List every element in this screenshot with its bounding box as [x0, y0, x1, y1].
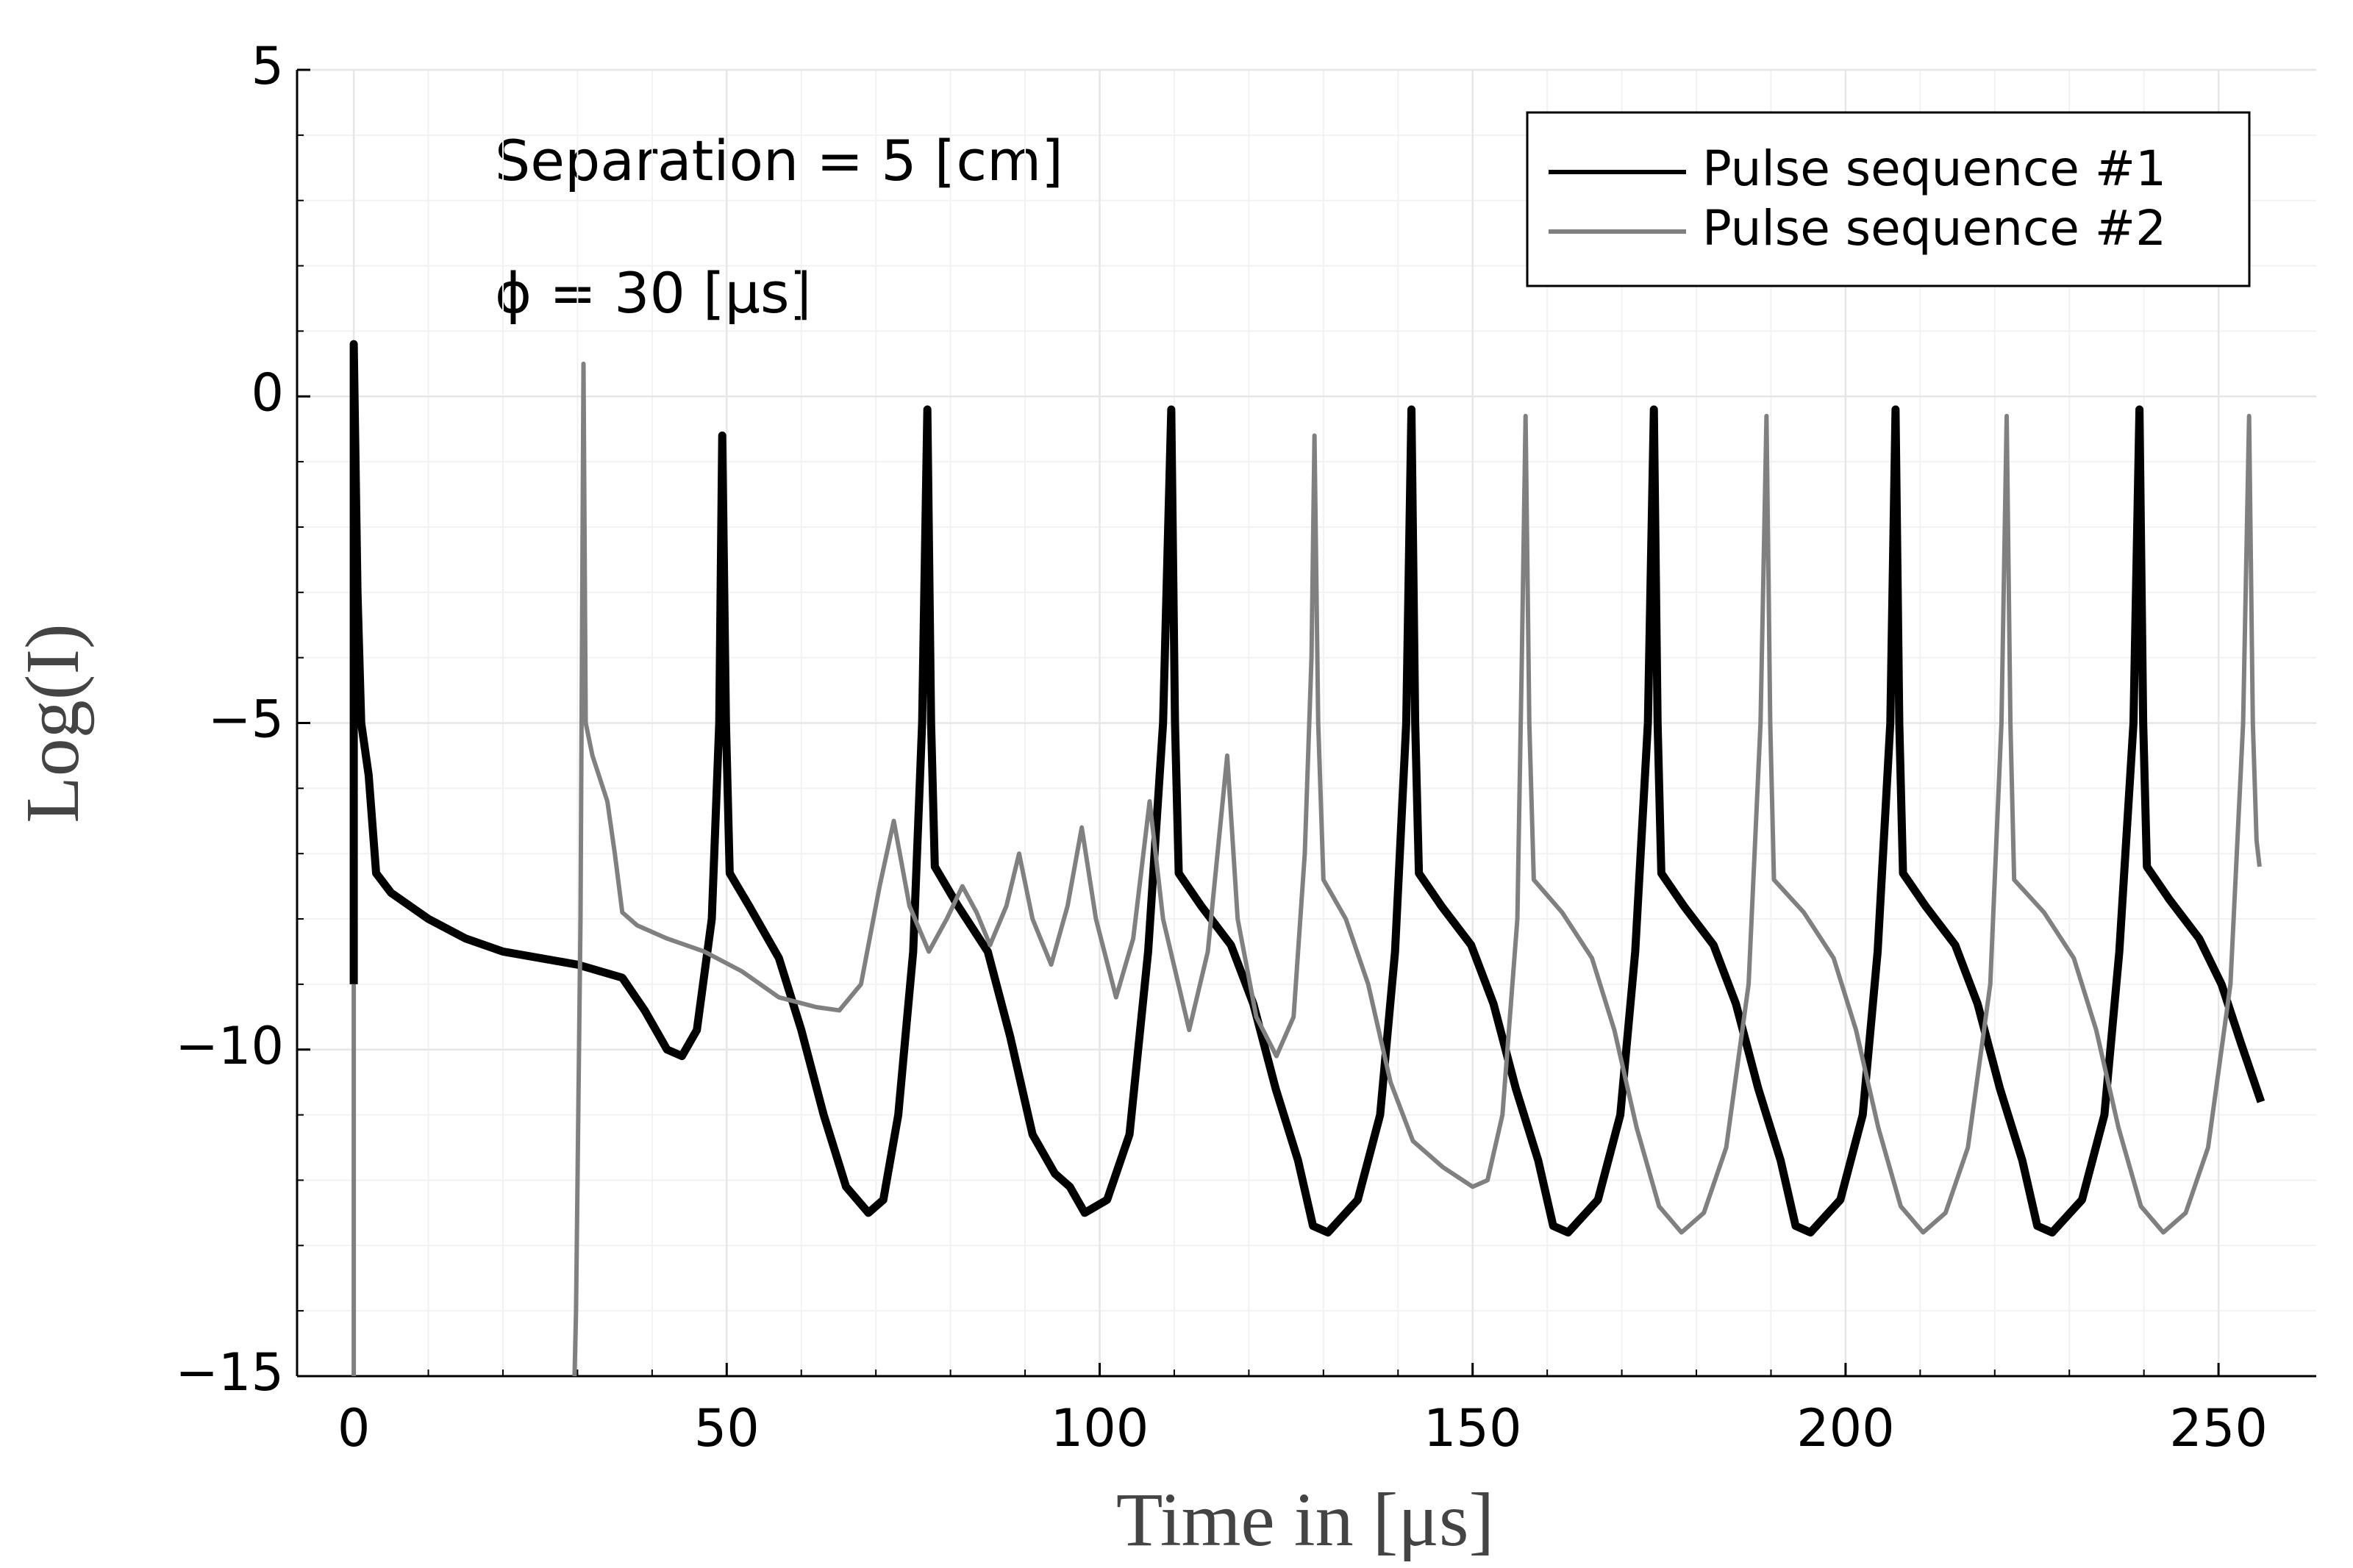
x-tick-label: 200	[1796, 1398, 1895, 1458]
line-series	[351, 361, 2262, 1377]
y-tick-label: −15	[175, 1342, 284, 1403]
legend-box	[1526, 111, 2251, 287]
x-tick-label: 100	[1051, 1398, 1149, 1458]
x-tick-label: 150	[1424, 1398, 1522, 1458]
y-axis-label: Log(I)	[10, 623, 95, 823]
annotation: Separation = 5 [cm]	[495, 128, 1063, 193]
line-series	[349, 340, 2265, 1237]
y-tick-label: 0	[251, 362, 284, 423]
y-tick-label: 5	[251, 36, 284, 96]
x-tick-label: 0	[338, 1398, 371, 1458]
y-tick-label: −10	[175, 1016, 284, 1076]
x-tick-label: 50	[694, 1398, 760, 1458]
legend-label: Pulse sequence #2	[1702, 200, 2166, 257]
x-axis-label: Time in [μs]	[1116, 1478, 1494, 1562]
y-tick-label: −5	[208, 690, 284, 750]
x-tick-label: 250	[2169, 1398, 2268, 1458]
legend-label: Pulse sequence #1	[1702, 140, 2166, 197]
axes	[296, 68, 2316, 1378]
annotation: ϕ = 30 [μs]	[495, 260, 811, 326]
